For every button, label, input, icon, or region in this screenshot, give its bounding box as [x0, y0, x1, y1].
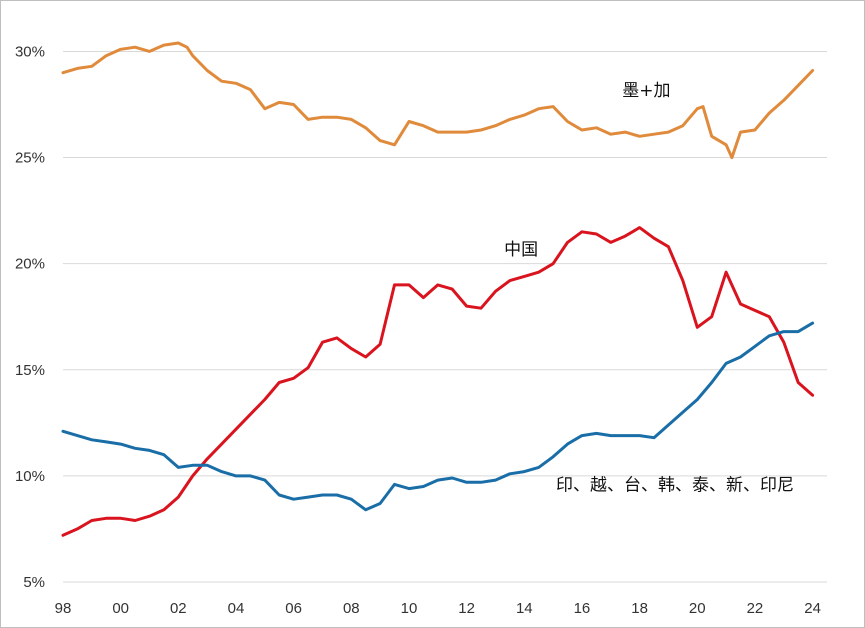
x-tick-label: 98: [55, 600, 72, 617]
x-tick-label: 08: [343, 600, 360, 617]
x-axis-ticks: 98 00 02 04 06 08 10 12 14 16 18 20 22 24: [55, 600, 821, 617]
y-tick-label: 25%: [15, 150, 45, 167]
series-line-0: [61, 41, 815, 160]
x-tick-label: 10: [401, 600, 418, 617]
y-tick-label: 10%: [15, 468, 45, 485]
x-tick-label: 20: [689, 600, 706, 617]
x-tick-label: 12: [458, 600, 475, 617]
x-tick-label: 00: [112, 600, 129, 617]
x-tick-label: 16: [574, 600, 591, 617]
series-label-2: 印、越、台、韩、泰、新、印尼: [556, 476, 794, 496]
x-tick-label: 24: [804, 600, 821, 617]
y-tick-label: 15%: [15, 362, 45, 379]
series-line-1: [61, 226, 815, 537]
y-axis-ticks: 5% 10% 15% 20% 25% 30%: [15, 43, 45, 591]
y-tick-label: 20%: [15, 256, 45, 273]
y-tick-label: 5%: [23, 574, 45, 591]
series-line-2: [61, 321, 815, 512]
x-tick-label: 18: [631, 600, 648, 617]
y-tick-label: 30%: [15, 43, 45, 60]
x-tick-label: 22: [747, 600, 764, 617]
series-label-0: 墨+加: [622, 81, 670, 101]
x-tick-label: 14: [516, 600, 533, 617]
x-tick-label: 06: [285, 600, 302, 617]
series-lines: [61, 41, 815, 537]
x-tick-label: 02: [170, 600, 187, 617]
series-label-1: 中国: [504, 240, 538, 260]
x-tick-label: 04: [228, 600, 245, 617]
